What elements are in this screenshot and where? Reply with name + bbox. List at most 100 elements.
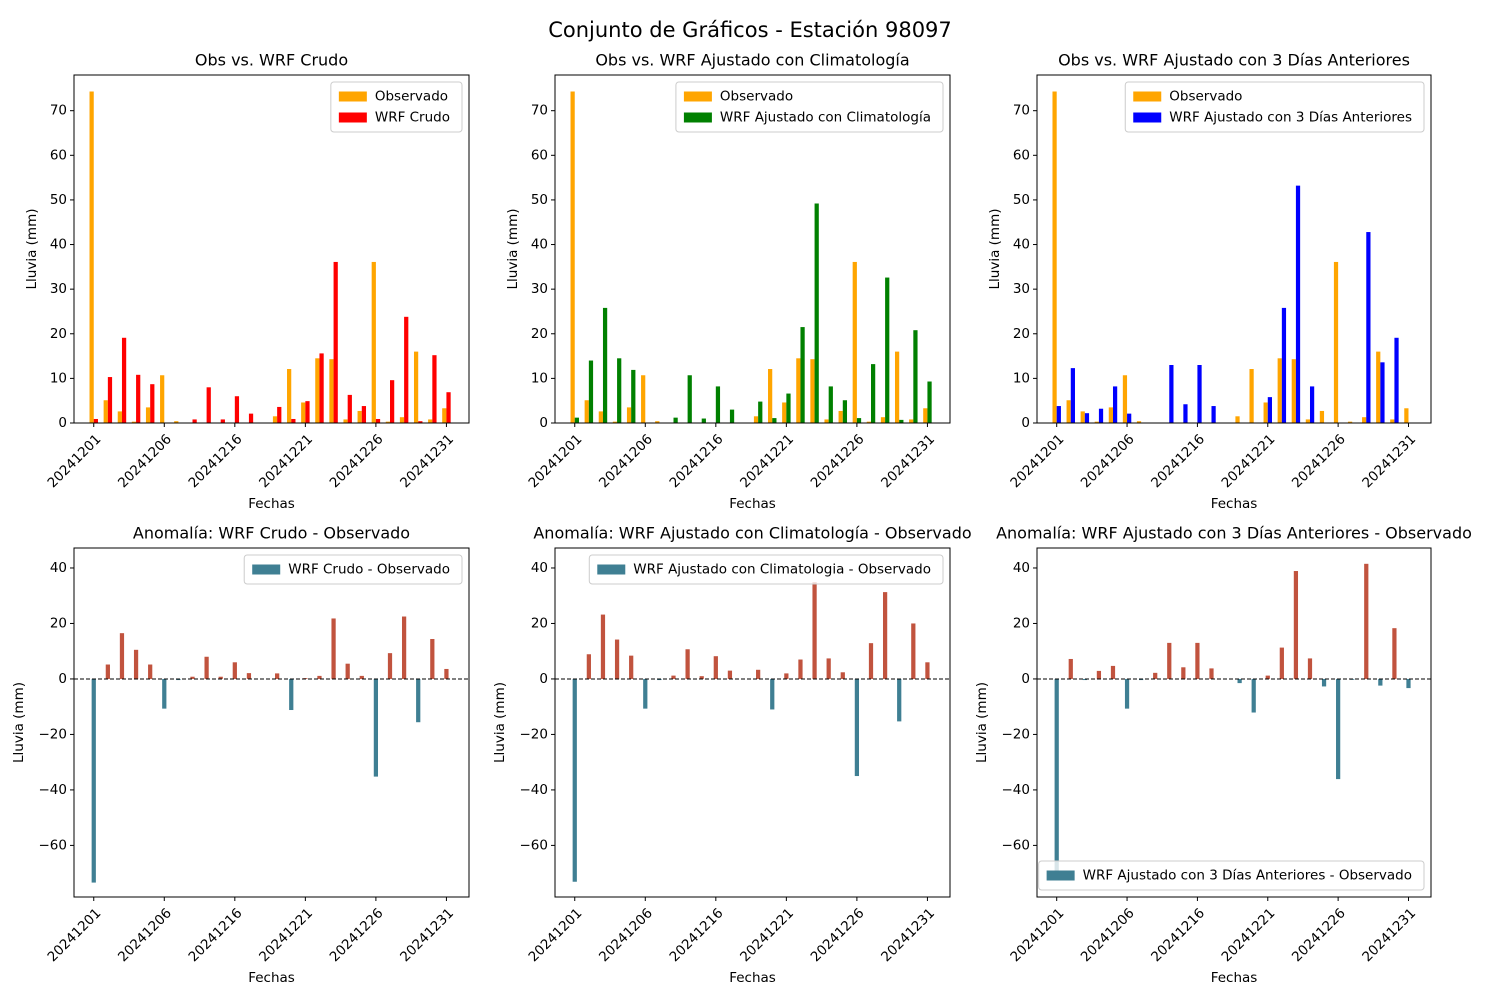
bar [160, 375, 165, 423]
y-tick-label: −40 [520, 782, 549, 798]
legend-frame [588, 554, 944, 585]
bar [1392, 628, 1397, 679]
bar [786, 393, 791, 423]
bar [1333, 261, 1339, 423]
y-axis-label: Lluvia (mm) [492, 682, 508, 763]
legend-label: Observado [375, 89, 448, 105]
bar [133, 649, 139, 679]
bar [798, 659, 803, 679]
y-axis-label: Lluvia (mm) [987, 209, 1003, 290]
bar [432, 355, 437, 423]
bar [174, 421, 179, 423]
subplot-title: Anomalía: WRF Ajustado con Climatología … [533, 524, 971, 543]
bar [671, 675, 676, 679]
legend-label: Observado [720, 89, 793, 105]
y-tick-label: 10 [50, 370, 67, 386]
subplot-title: Obs vs. WRF Ajustado con Climatología [595, 51, 909, 70]
bar [1066, 400, 1071, 423]
bar [1197, 365, 1202, 423]
bar [814, 203, 819, 423]
bar [1169, 365, 1174, 423]
y-tick-label: 50 [50, 192, 67, 208]
y-tick-label: 0 [539, 671, 548, 687]
bar [131, 421, 137, 423]
y-tick-label: 0 [58, 671, 67, 687]
bar [784, 673, 789, 679]
bar [1108, 407, 1113, 423]
y-tick-label: 20 [50, 615, 67, 631]
bar [121, 337, 127, 423]
bar [1364, 563, 1369, 679]
y-tick-label: 40 [531, 237, 548, 253]
bar [1279, 647, 1284, 679]
bar [1251, 678, 1256, 713]
bar [1263, 402, 1268, 423]
bar [909, 419, 914, 423]
bar [1127, 413, 1132, 423]
y-tick-label: −60 [1002, 837, 1031, 853]
bar [925, 662, 930, 679]
bar [289, 678, 294, 711]
bar [1321, 678, 1327, 687]
subplot-title: Anomalía: WRF Ajustado con 3 Días Anteri… [996, 524, 1472, 543]
bar [1265, 675, 1270, 679]
bar [428, 419, 433, 423]
bar [206, 387, 211, 423]
y-axis-label: Lluvia (mm) [974, 682, 990, 763]
bar [600, 614, 606, 679]
y-tick-label: 20 [531, 326, 548, 342]
bar [277, 406, 282, 423]
bar [345, 663, 350, 679]
legend-label: WRF Crudo - Observado [288, 562, 450, 578]
bar [1082, 678, 1087, 681]
bar [584, 400, 589, 423]
legend-swatch [1046, 870, 1075, 881]
bar [882, 592, 888, 679]
axes-frame [554, 547, 951, 898]
axes-frame [554, 74, 951, 424]
bar [854, 678, 860, 777]
y-axis-label: Lluvia (mm) [11, 682, 27, 763]
y-tick-label: 40 [50, 237, 67, 253]
bar [315, 358, 320, 423]
bar [359, 675, 364, 679]
bar [756, 669, 761, 679]
bar [602, 307, 608, 423]
bar [1307, 658, 1313, 679]
bar [1378, 678, 1383, 686]
bar [685, 649, 690, 679]
bar [1366, 232, 1371, 423]
bar [1112, 386, 1118, 423]
legend-swatch [252, 564, 281, 575]
bar [1153, 672, 1158, 679]
legend-label: WRF Ajustado con 3 Días Anteriores - Obs… [1083, 868, 1412, 884]
legend-frame [1124, 81, 1425, 133]
bar [1295, 185, 1301, 423]
bar [617, 358, 622, 423]
bar [317, 675, 322, 679]
y-tick-label: 20 [531, 615, 548, 631]
bar [588, 360, 594, 423]
bar [430, 638, 435, 679]
bar [347, 394, 352, 423]
legend: WRF Ajustado con 3 Días Anteriores - Obs… [1038, 860, 1425, 891]
legend-label: WRF Crudo [375, 110, 450, 126]
bar [911, 623, 916, 679]
bar [1404, 408, 1409, 423]
bar [418, 421, 423, 423]
bar [404, 316, 409, 423]
legend-frame [1038, 860, 1425, 891]
bar [1406, 678, 1411, 689]
y-tick-label: 60 [50, 147, 67, 163]
bar [275, 673, 280, 679]
y-tick-label: 20 [1013, 326, 1030, 342]
y-tick-label: −60 [520, 837, 549, 853]
bar [291, 418, 296, 423]
bar [305, 401, 310, 423]
bar [357, 410, 362, 423]
bar [885, 277, 890, 423]
bar [1293, 571, 1299, 679]
bar [768, 369, 773, 423]
y-tick-label: −20 [39, 726, 68, 742]
bar [1235, 416, 1240, 423]
